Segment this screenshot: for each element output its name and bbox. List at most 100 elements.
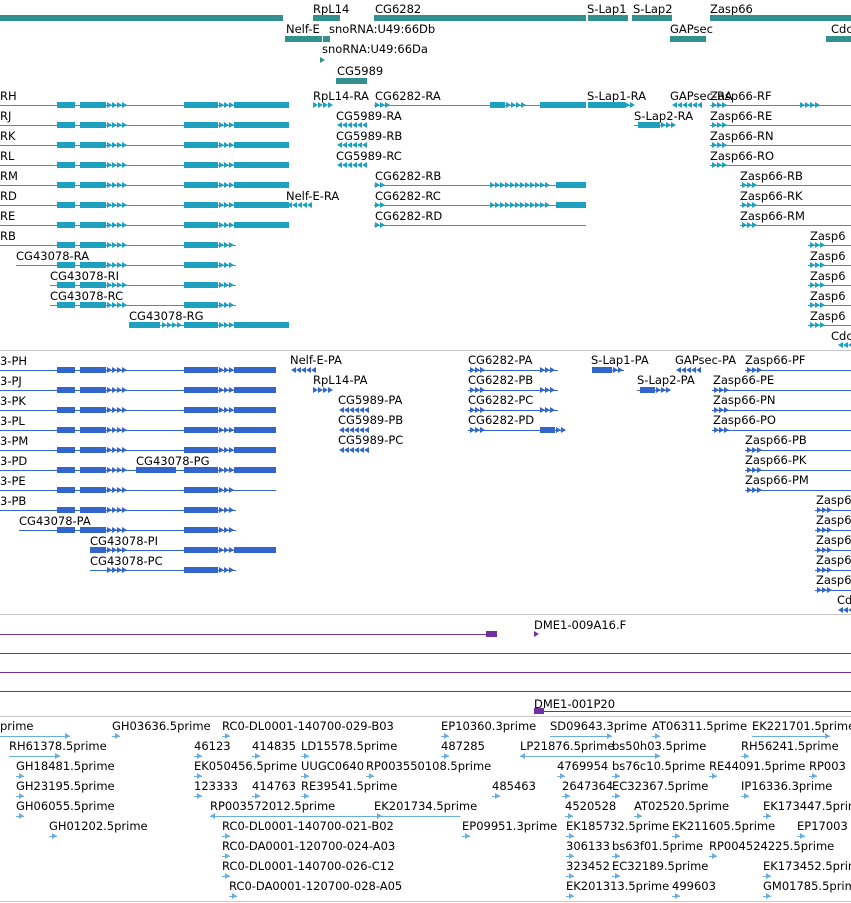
feature-label[interactable]: RK bbox=[0, 129, 16, 143]
feature-label[interactable]: 3-PE bbox=[0, 474, 26, 488]
feature-label[interactable]: RC0-DA0001-120700-028-A05 bbox=[229, 879, 403, 893]
feature-label[interactable]: 3-PJ bbox=[0, 374, 22, 388]
feature-label[interactable]: Zasp66-RF bbox=[710, 89, 772, 103]
feature-label[interactable]: CG6282-RC bbox=[375, 189, 441, 203]
feature-label[interactable]: EK050456.5prime bbox=[194, 759, 298, 773]
feature-label[interactable]: DME1-009A16.F bbox=[534, 618, 627, 632]
feature-label[interactable]: RC0-DL0001-140700-029-B03 bbox=[222, 719, 394, 733]
feature-label[interactable]: Zasp66-PM bbox=[745, 473, 809, 487]
feature-label[interactable]: RC0-DL0001-140700-026-C12 bbox=[222, 859, 395, 873]
feature-label[interactable]: Zasp6 bbox=[810, 309, 846, 323]
feature-label[interactable]: bs63f01.5prime bbox=[612, 839, 704, 853]
feature-label[interactable]: EP09951.3prime bbox=[462, 819, 558, 833]
feature-label[interactable]: S-Lap2-PA bbox=[637, 373, 695, 387]
feature-label[interactable]: RC0-DL0001-140700-021-B02 bbox=[222, 819, 394, 833]
feature-label[interactable]: snoRNA:U49:66Db bbox=[329, 22, 436, 36]
feature-label[interactable]: GAPsec-RA bbox=[670, 89, 733, 103]
feature-label[interactable]: CG43078-RG bbox=[129, 309, 204, 323]
feature-label[interactable]: CG5989-RC bbox=[336, 149, 402, 163]
feature-label[interactable]: EK201734.5prime bbox=[374, 799, 478, 813]
feature-label[interactable]: RP003572012.5prime bbox=[210, 799, 336, 813]
feature-label[interactable]: Zasp6 bbox=[816, 553, 851, 567]
feature-label[interactable]: CG6282-PC bbox=[468, 393, 534, 407]
feature-label[interactable]: RE bbox=[0, 209, 16, 223]
feature-label[interactable]: EP17003 bbox=[797, 819, 848, 833]
feature-label[interactable]: S-Lap1 bbox=[587, 2, 627, 16]
feature-label[interactable]: 3-PH bbox=[0, 354, 28, 368]
feature-label[interactable]: GAPsec bbox=[670, 22, 713, 36]
feature-label[interactable]: RD bbox=[0, 189, 17, 203]
feature-label[interactable]: Zasp6 bbox=[810, 249, 846, 263]
feature-label[interactable]: RP003550108.5prime bbox=[366, 759, 492, 773]
feature-label[interactable]: GH06055.5prime bbox=[16, 799, 115, 813]
feature-label[interactable]: CG5989-PB bbox=[338, 413, 404, 427]
feature-label[interactable]: Zasp66-RK bbox=[740, 189, 803, 203]
feature-label[interactable]: EK173452.5prime bbox=[763, 859, 851, 873]
feature-label[interactable]: CG6282-RD bbox=[375, 209, 443, 223]
feature-label[interactable]: Zasp66-RB bbox=[740, 169, 803, 183]
feature-label[interactable]: EC32367.5prime bbox=[612, 779, 709, 793]
feature-label[interactable]: GM01785.5prime bbox=[763, 879, 851, 893]
feature-label[interactable]: Zasp66 bbox=[710, 2, 753, 16]
feature-label[interactable]: RE39541.5prime bbox=[301, 779, 398, 793]
feature-label[interactable]: GH18481.5prime bbox=[16, 759, 115, 773]
feature-label[interactable]: 306133 bbox=[566, 839, 610, 853]
clone-track[interactable] bbox=[0, 615, 851, 715]
feature-label[interactable]: Zasp66-RE bbox=[710, 109, 773, 123]
feature-label[interactable]: 485463 bbox=[492, 779, 536, 793]
feature-label[interactable]: bs76c10.5prime bbox=[612, 759, 706, 773]
feature-label[interactable]: S-Lap2-RA bbox=[634, 109, 694, 123]
feature-label[interactable]: RL bbox=[0, 149, 15, 163]
feature-label[interactable]: 323452 bbox=[566, 859, 610, 873]
feature-label[interactable]: S-Lap1-RA bbox=[587, 89, 647, 103]
feature-label[interactable]: RH56241.5prime bbox=[741, 739, 839, 753]
feature-label[interactable]: EC32189.5prime bbox=[612, 859, 709, 873]
feature-label[interactable]: RpL14 bbox=[313, 2, 350, 16]
feature-label[interactable]: GH23195.5prime bbox=[16, 779, 115, 793]
feature-label[interactable]: 3-PK bbox=[0, 394, 26, 408]
feature-label[interactable]: CG6282 bbox=[375, 2, 422, 16]
feature-label[interactable]: 3-PM bbox=[0, 434, 29, 448]
feature-label[interactable]: CG5989-RA bbox=[336, 109, 402, 123]
feature-label[interactable]: Cdc bbox=[831, 329, 851, 343]
feature-label[interactable]: 3-PD bbox=[0, 454, 28, 468]
feature-label[interactable]: GAPsec-PA bbox=[675, 353, 737, 367]
feature-label[interactable]: 4769954 bbox=[557, 759, 609, 773]
feature-label[interactable]: 2647364 bbox=[562, 779, 614, 793]
feature-label[interactable]: Zasp6 bbox=[810, 289, 846, 303]
feature-label[interactable]: S-Lap2 bbox=[633, 2, 673, 16]
feature-label[interactable]: RP003 bbox=[809, 759, 846, 773]
feature-label[interactable]: EK185732.5prime bbox=[566, 819, 670, 833]
feature-label[interactable]: Nelf-E-RA bbox=[286, 189, 340, 203]
feature-label[interactable]: 3-PB bbox=[0, 494, 27, 508]
feature-label[interactable]: LD15578.5prime bbox=[301, 739, 398, 753]
feature-label[interactable]: 123333 bbox=[194, 779, 238, 793]
feature-label[interactable]: RE44091.5prime bbox=[709, 759, 806, 773]
feature-label[interactable]: bs50h03.5prime bbox=[612, 739, 707, 753]
feature-label[interactable]: RB bbox=[0, 229, 16, 243]
feature-label[interactable]: Zasp6 bbox=[810, 229, 846, 243]
feature-label[interactable]: Zasp6 bbox=[816, 533, 851, 547]
feature-label[interactable]: CG5989-RB bbox=[336, 129, 403, 143]
feature-label[interactable]: RpL14-RA bbox=[313, 89, 369, 103]
feature-label[interactable]: EP10360.3prime bbox=[441, 719, 537, 733]
feature-label[interactable]: Zasp6 bbox=[816, 493, 851, 507]
feature-label[interactable]: CG43078-PI bbox=[90, 534, 159, 548]
feature-label[interactable]: S-Lap1-PA bbox=[591, 353, 649, 367]
feature-label[interactable]: Zasp6 bbox=[816, 573, 851, 587]
feature-label[interactable]: Zasp66-PB bbox=[745, 433, 807, 447]
feature-label[interactable]: Zasp66-RM bbox=[740, 209, 805, 223]
feature-label[interactable]: Cdc bbox=[831, 22, 851, 36]
feature-label[interactable]: Zasp66-PK bbox=[745, 453, 807, 467]
feature-label[interactable]: RJ bbox=[0, 109, 12, 123]
feature-label[interactable]: Zasp66-PF bbox=[745, 353, 806, 367]
feature-label[interactable]: Zasp66-PO bbox=[713, 413, 776, 427]
feature-label[interactable]: Nelf-E-PA bbox=[290, 353, 342, 367]
feature-label[interactable]: CG43078-PG bbox=[136, 454, 210, 468]
feature-label[interactable]: CG43078-RA bbox=[16, 249, 90, 263]
feature-label[interactable]: CG6282-PA bbox=[468, 353, 533, 367]
feature-label[interactable]: EK173447.5prime bbox=[763, 799, 851, 813]
feature-label[interactable]: EK221701.5prime bbox=[752, 719, 851, 733]
feature-label[interactable]: CG6282-PD bbox=[468, 413, 535, 427]
